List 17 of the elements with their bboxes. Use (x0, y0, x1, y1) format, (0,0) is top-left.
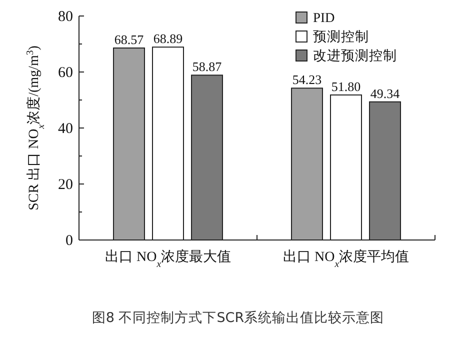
y-tick-label: 20 (58, 177, 73, 193)
y-tick-label: 40 (58, 121, 73, 137)
x-tick-label: 出口 NO$_{x}$浓度平均值 (282, 249, 410, 270)
y-tick-label: 80 (58, 9, 73, 25)
legend-label: PID (313, 10, 336, 25)
x-tick-label: 出口 NO$_{x}$浓度最大值 (104, 249, 232, 270)
data-label: 54.23 (292, 72, 322, 88)
data-label: 58.87 (192, 59, 222, 74)
y-tick-label: 0 (66, 233, 73, 249)
data-label: 49.34 (370, 86, 400, 101)
data-label: 68.89 (153, 31, 183, 46)
y-tick-label: 60 (58, 65, 73, 81)
legend-label: 预测控制 (313, 29, 369, 44)
legend-label: 改进预测控制 (313, 48, 397, 63)
caption: 图8 不同控制方式下SCR系统输出值比较示意图 (92, 310, 384, 326)
data-label: 51.80 (331, 78, 361, 94)
data-label: 68.57 (114, 32, 144, 48)
